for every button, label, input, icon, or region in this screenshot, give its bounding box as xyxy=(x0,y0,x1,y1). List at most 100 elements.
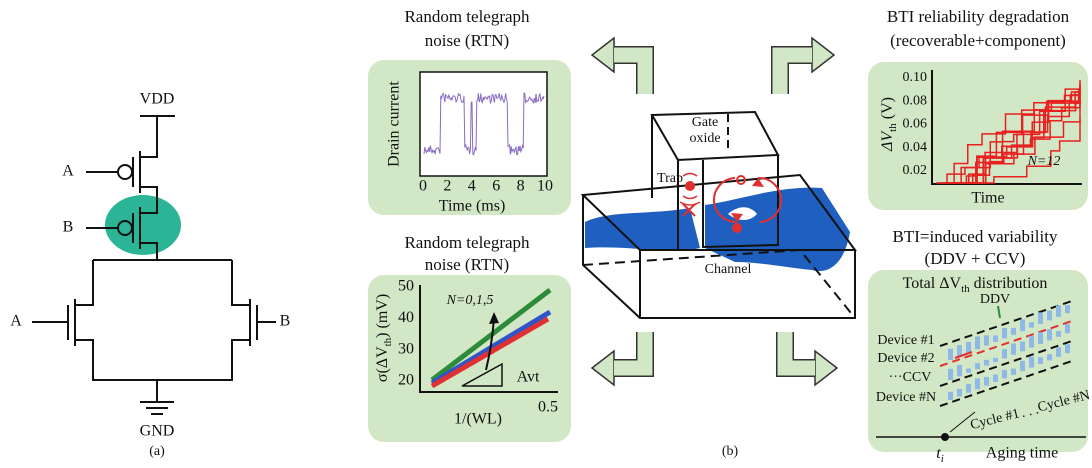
text-part: distribution xyxy=(970,275,1048,292)
vdd-label: VDD xyxy=(140,91,175,108)
shape xyxy=(685,181,695,191)
caption: (b) xyxy=(722,444,739,459)
dist-bar xyxy=(984,360,989,366)
dist-bar xyxy=(1029,322,1034,327)
panel-title: Random telegraph xyxy=(404,233,530,252)
x-tick-label: 8 xyxy=(517,178,525,195)
input-label: B xyxy=(63,219,74,236)
text-part: ) (mV) xyxy=(374,294,391,338)
dist-bar xyxy=(1047,310,1052,320)
figure: VDD A B A B GND (a) Rand xyxy=(0,0,1092,468)
dist-bar xyxy=(993,375,998,382)
dist-bar xyxy=(1038,357,1043,364)
panel-title: BTI reliability degradation xyxy=(887,7,1070,26)
device-label: Channel xyxy=(705,262,752,277)
dist-bar xyxy=(1002,370,1007,378)
x-tick-label: 0.5 xyxy=(538,399,558,416)
x-label: Time (ms) xyxy=(439,198,506,215)
arrow xyxy=(614,55,645,94)
label: Device #2 xyxy=(877,351,934,366)
dist-bar xyxy=(966,342,971,353)
device: Gate oxide Trap Channel (b) xyxy=(583,112,855,459)
device-label: oxide xyxy=(689,131,720,146)
x-label: Aging time xyxy=(986,445,1058,462)
x-label: 1/(WL) xyxy=(454,411,502,428)
dist-bar xyxy=(966,384,971,393)
shape xyxy=(118,165,132,179)
dist-bar xyxy=(957,389,962,396)
dist-bar xyxy=(1002,349,1007,358)
label: Device #1 xyxy=(877,333,934,348)
x-tick-label: 4 xyxy=(468,178,476,195)
dist-bar xyxy=(984,335,989,345)
y-label: σ(ΔVth) (mV) xyxy=(374,294,394,382)
label: Device #N xyxy=(876,390,936,405)
arrow xyxy=(780,55,812,94)
panel-title: (recoverable+component) xyxy=(890,31,1066,50)
dist-bar xyxy=(1038,332,1043,344)
dist-bar xyxy=(1047,354,1052,360)
dist-bar xyxy=(948,349,953,360)
dist-bar xyxy=(975,378,980,389)
dist-bar xyxy=(957,345,962,356)
panel-title: BTI=induced variability xyxy=(893,227,1058,246)
dist-bar xyxy=(1029,336,1034,348)
y-tick-label: 0.06 xyxy=(903,117,928,132)
panel-title: noise (RTN) xyxy=(425,31,509,50)
arrow xyxy=(592,38,614,72)
x-tick-label: 6 xyxy=(492,178,500,195)
caption: (a) xyxy=(149,444,165,459)
dist-bar xyxy=(1029,357,1034,368)
shape xyxy=(75,260,93,305)
dist-bar xyxy=(1038,312,1043,324)
dist-bar xyxy=(1065,305,1070,313)
arrow xyxy=(785,332,815,368)
dist-bar xyxy=(1065,344,1070,353)
annotation: N=12 xyxy=(1027,154,1061,169)
text-part: i xyxy=(941,453,944,465)
y-tick-label: 0.08 xyxy=(903,93,928,108)
y-label: Drain current xyxy=(386,81,403,167)
dist-bar xyxy=(1011,328,1016,335)
dist-bar xyxy=(1020,342,1025,352)
input-label: A xyxy=(62,163,74,180)
slope-label: Avt xyxy=(517,369,540,386)
y-tick-label: 0.04 xyxy=(903,140,928,155)
dist-bar xyxy=(1011,343,1016,354)
dist-bar xyxy=(975,336,980,349)
shape xyxy=(140,116,157,157)
text-part: ΔV xyxy=(879,130,896,152)
arrow xyxy=(592,351,614,385)
input-label: B xyxy=(280,313,291,330)
dist-bar xyxy=(993,335,998,342)
y-tick-label: 20 xyxy=(398,372,414,389)
y-tick-label: 0.02 xyxy=(903,163,928,178)
shape xyxy=(105,195,181,255)
dist-bar xyxy=(948,369,953,380)
shape xyxy=(420,72,547,176)
dist-bar xyxy=(966,368,971,372)
dist-bar xyxy=(948,392,953,400)
dist-bar xyxy=(1002,328,1007,338)
device-label: Trap xyxy=(657,171,683,186)
x-label: Time xyxy=(971,190,1004,207)
arrow xyxy=(815,351,837,385)
dist-bar xyxy=(1011,369,1016,375)
text-part: σ(ΔV xyxy=(374,346,391,382)
x-tick-label: 2 xyxy=(443,178,451,195)
arrow xyxy=(614,332,645,368)
panel-title: (DDV + CCV) xyxy=(925,249,1026,268)
arrow xyxy=(812,38,834,72)
circuit: VDD A B A B GND (a) xyxy=(10,91,290,460)
y-tick-label: 30 xyxy=(398,340,414,357)
label: ···CCV xyxy=(889,370,932,385)
dist-bar xyxy=(1056,347,1061,357)
x-tick-label: 0 xyxy=(419,178,427,195)
y-tick-label: 50 xyxy=(398,278,414,295)
shape xyxy=(868,62,1088,210)
gnd-label: GND xyxy=(140,423,175,440)
dist-bar xyxy=(1065,324,1070,333)
dist-bar xyxy=(1047,329,1052,340)
text-part: (V) xyxy=(879,97,896,123)
panel-title: noise (RTN) xyxy=(425,255,509,274)
